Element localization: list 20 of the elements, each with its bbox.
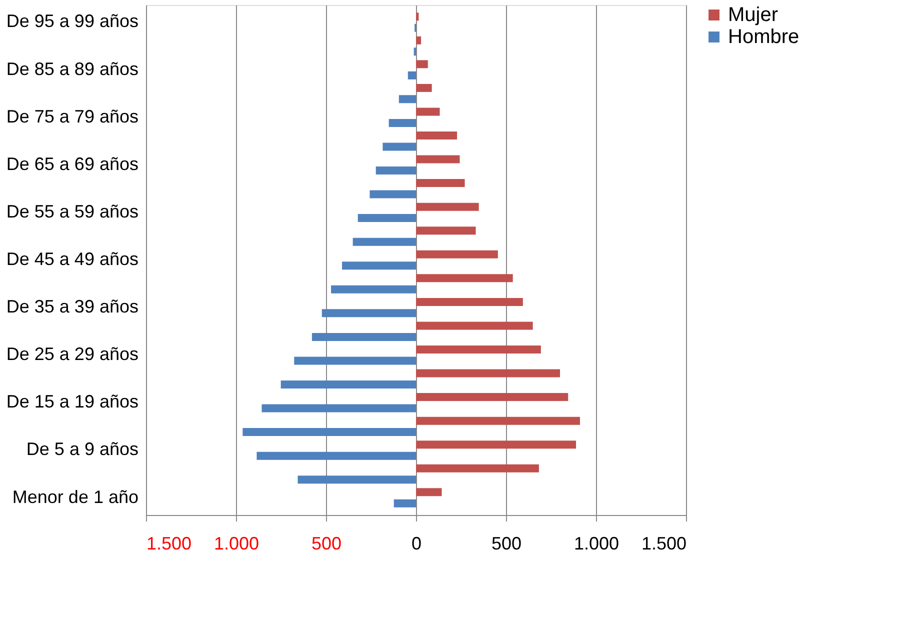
legend-label: Mujer [728,4,778,26]
x-tick-label: 500 [311,534,342,554]
y-tick-label: De 15 a 19 años [6,392,138,412]
y-tick-label: De 85 a 89 años [6,58,138,79]
y-tick-label: De 25 a 29 años [6,344,138,364]
x-tick-label: 1.500 [146,534,192,554]
legend-label: Hombre [728,26,800,48]
y-tick-label: Menor de 1 año [12,486,138,507]
x-tick-label: 1.000 [574,534,620,554]
y-tick-label: De 95 a 99 años [6,11,138,32]
y-tick-label: De 5 a 9 años [26,439,138,460]
y-tick-label: De 45 a 49 años [6,249,138,269]
y-tick-label: De 55 a 59 años [6,201,138,222]
x-tick-label: 0 [411,534,422,554]
x-tick-label: 1.500 [641,534,686,554]
y-tick-label: De 65 a 69 años [6,154,138,174]
y-tick-label: De 35 a 39 años [6,296,138,317]
y-tick-label: De 75 a 79 años [6,106,138,126]
x-tick-label: 1.000 [214,534,260,554]
x-tick-label: 500 [491,534,522,554]
